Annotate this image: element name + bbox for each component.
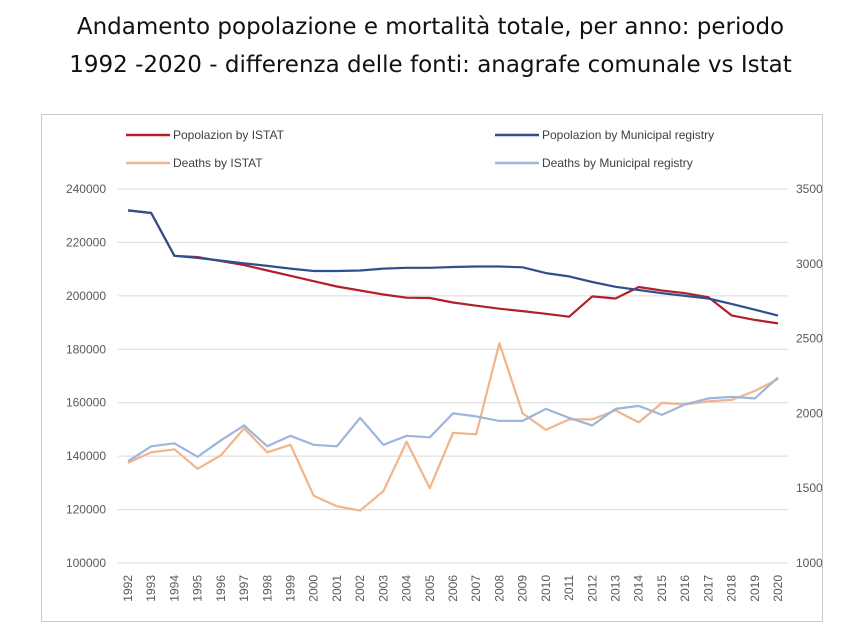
y-right-tick-label: 2500 — [796, 332, 822, 346]
x-tick-label: 2015 — [655, 575, 669, 602]
x-tick-label: 2010 — [539, 575, 553, 602]
legend-label: Deaths by Municipal registry — [542, 156, 693, 170]
x-tick-label: 2016 — [678, 575, 692, 602]
x-tick-label: 2014 — [632, 575, 646, 602]
legend-label: Popolazion by ISTAT — [173, 128, 285, 142]
series-line-2 — [127, 209, 779, 317]
x-tick-label: 2008 — [492, 575, 506, 602]
x-tick-label: 2018 — [725, 575, 739, 602]
y-left-tick-label: 200000 — [66, 289, 106, 303]
y-left-tick-label: 180000 — [66, 342, 106, 356]
x-tick-label: 2000 — [307, 575, 321, 602]
x-tick-label: 1994 — [167, 575, 181, 602]
x-tick-label: 2005 — [423, 575, 437, 602]
y-right-tick-label: 2000 — [796, 406, 822, 420]
x-tick-label: 2002 — [353, 575, 367, 602]
series-line-4 — [127, 376, 779, 463]
x-tick-label: 1992 — [121, 575, 135, 602]
x-tick-label: 2013 — [609, 575, 623, 602]
chart-title-line-1: Andamento popolazione e mortalità totale… — [76, 14, 785, 40]
y-right-tick-label: 1000 — [796, 556, 822, 570]
x-tick-label: 2009 — [516, 575, 530, 602]
x-tick-label: 2011 — [562, 575, 576, 601]
x-tick-label: 2001 — [330, 575, 344, 602]
y-left-tick-label: 120000 — [66, 503, 106, 517]
y-left-tick-label: 140000 — [66, 449, 106, 463]
line-chart: 100000 120000 140000 160000 180000 200000 2200… — [66, 128, 822, 602]
x-tick-label: 2006 — [446, 575, 460, 602]
y-right-tick-label: 1500 — [796, 481, 822, 495]
x-tick-label: 2003 — [376, 575, 390, 602]
y-left-tick-label: 220000 — [66, 235, 106, 249]
x-tick-label: 2012 — [585, 575, 599, 602]
series-line-1 — [127, 209, 779, 325]
legend-label: Popolazion by Municipal registry — [542, 128, 714, 142]
x-tick-label: 2017 — [701, 575, 715, 602]
x-tick-label: 2007 — [469, 575, 483, 602]
series-line-3 — [127, 342, 779, 512]
y-right-tick-label: 3500 — [796, 182, 822, 196]
x-tick-label: 2004 — [400, 575, 414, 602]
x-tick-label: 1997 — [237, 575, 251, 602]
x-tick-label: 1999 — [284, 575, 298, 602]
x-tick-label: 2020 — [771, 575, 785, 602]
x-tick-label: 2019 — [748, 575, 762, 602]
chart-title-line-2: 1992 -2020 - differenza delle fonti: ana… — [69, 52, 792, 78]
y-left-tick-label: 100000 — [66, 556, 106, 570]
legend-label: Deaths by ISTAT — [173, 156, 263, 170]
x-tick-label: 1993 — [144, 575, 158, 602]
x-tick-label: 1996 — [214, 575, 228, 602]
y-left-tick-label: 240000 — [66, 182, 106, 196]
y-left-tick-label: 160000 — [66, 396, 106, 410]
chart-frame: 100000 120000 140000 160000 180000 200000 2200… — [41, 114, 823, 622]
x-tick-label: 1998 — [260, 575, 274, 602]
x-tick-label: 1995 — [191, 575, 205, 602]
y-right-tick-label: 3000 — [796, 257, 822, 271]
